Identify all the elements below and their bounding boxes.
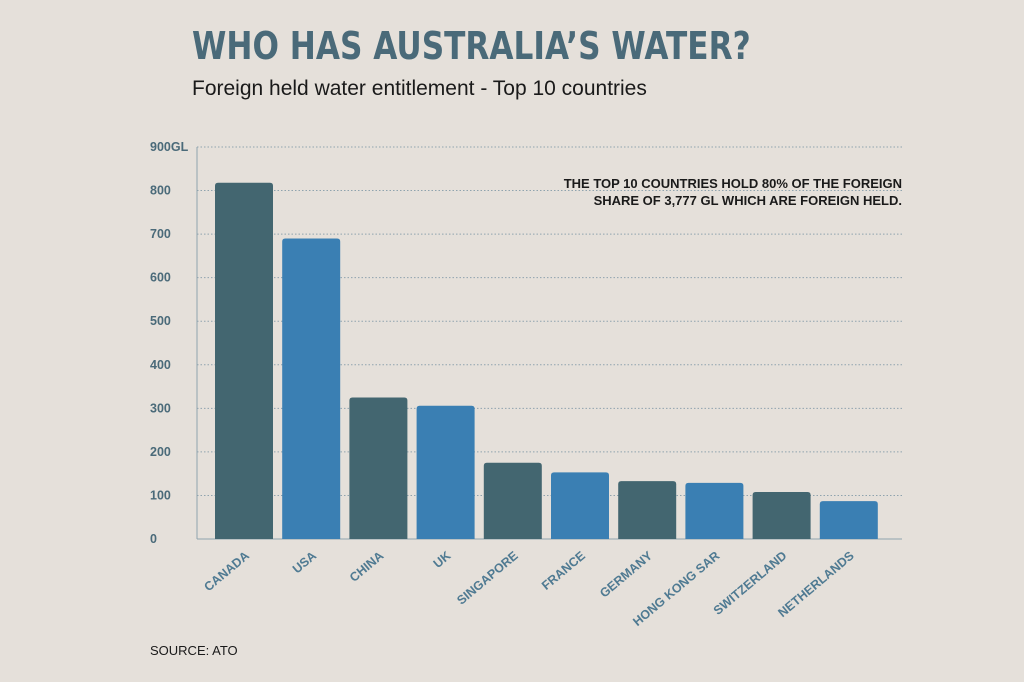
y-tick-label: 400 <box>150 358 171 372</box>
chart-title: WHO HAS AUSTRALIA’S WATER? <box>192 24 751 68</box>
bar-hong-kong-sar <box>685 482 744 539</box>
bar-uk <box>416 405 475 539</box>
annotation-line: SHARE OF 3,777 GL WHICH ARE FOREIGN HELD… <box>594 193 902 208</box>
y-tick-label: 200 <box>150 445 171 459</box>
y-tick-label: 0 <box>150 532 157 546</box>
x-tick-label: CHINA <box>347 549 386 585</box>
y-tick-label: 500 <box>150 314 171 328</box>
bar-germany <box>618 481 677 539</box>
y-tick-label: 600 <box>150 271 171 285</box>
annotation-line: THE TOP 10 COUNTRIES HOLD 80% OF THE FOR… <box>564 176 902 191</box>
x-tick-label: GERMANY <box>597 548 655 600</box>
y-tick-label: 700 <box>150 227 171 241</box>
y-tick-label: 100 <box>150 488 171 502</box>
bar-usa <box>282 238 341 539</box>
x-tick-label: FRANCE <box>539 549 588 593</box>
bar-canada <box>215 182 273 539</box>
bar-china <box>349 397 408 539</box>
y-tick-label: 800 <box>150 184 171 198</box>
x-tick-label: CANADA <box>201 549 251 595</box>
bar-france <box>551 472 609 539</box>
source-note: SOURCE: ATO <box>150 643 238 658</box>
bar-singapore <box>483 462 542 539</box>
y-tick-label: 300 <box>150 401 171 415</box>
bar-switzerland <box>752 491 811 539</box>
x-tick-label: SINGAPORE <box>454 549 520 608</box>
y-tick-label: 900GL <box>150 140 189 154</box>
x-tick-label: USA <box>290 549 319 577</box>
bar-netherlands <box>819 501 878 539</box>
chart-subtitle: Foreign held water entitlement - Top 10 … <box>192 77 647 100</box>
x-tick-label: UK <box>431 549 454 571</box>
